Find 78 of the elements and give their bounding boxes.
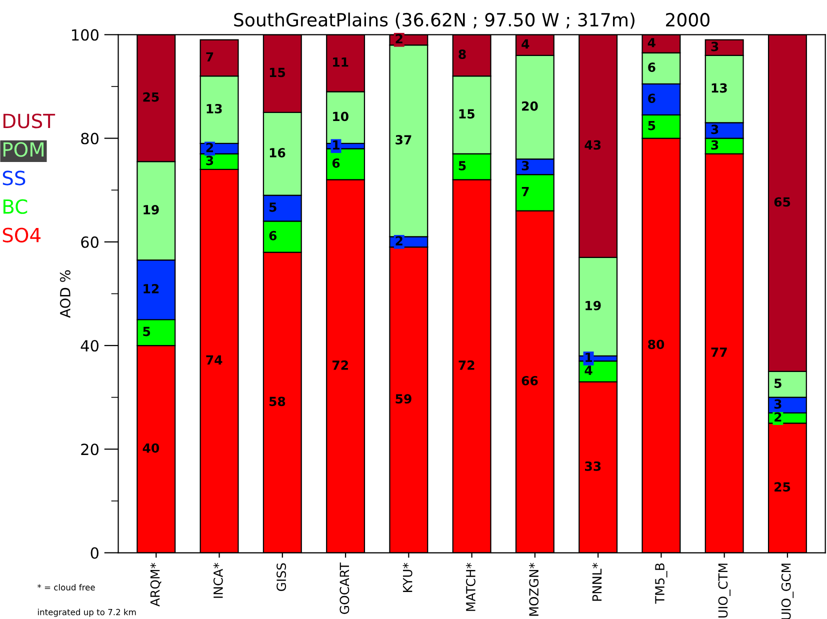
data-label: 13 bbox=[206, 104, 222, 114]
y-tick-label: 40 bbox=[80, 340, 98, 352]
data-label: 25 bbox=[143, 92, 159, 102]
data-label: 2 bbox=[774, 412, 782, 422]
data-label: 7 bbox=[522, 187, 529, 196]
data-label: 19 bbox=[586, 300, 601, 310]
x-tick-label: PNNL* bbox=[592, 562, 602, 601]
data-label: 33 bbox=[585, 461, 601, 471]
data-label: 2 bbox=[206, 142, 213, 152]
data-label: 5 bbox=[458, 161, 466, 170]
data-label: 15 bbox=[459, 109, 474, 119]
data-label: 80 bbox=[648, 340, 664, 350]
x-tick-label: ARQM* bbox=[150, 562, 162, 607]
data-label: 6 bbox=[648, 62, 656, 72]
x-tick-label: TM5_B bbox=[655, 563, 668, 604]
data-label: 77 bbox=[711, 348, 727, 357]
data-label: 1 bbox=[333, 140, 340, 150]
y-axis-title: AOD % bbox=[60, 270, 70, 318]
data-label: 2 bbox=[396, 236, 402, 246]
data-label: 15 bbox=[270, 68, 286, 78]
x-tick-label: UIO_CTM bbox=[718, 564, 730, 618]
data-label: 66 bbox=[522, 376, 538, 386]
data-label: 5 bbox=[143, 326, 150, 336]
x-tick-label: KYU* bbox=[402, 562, 412, 592]
data-label: 7 bbox=[206, 52, 214, 62]
data-label: 6 bbox=[648, 94, 656, 104]
text: BC bbox=[4, 199, 28, 214]
data-label: 4 bbox=[584, 366, 592, 375]
x-tick-label: INCA* bbox=[213, 562, 223, 598]
data-label: 6 bbox=[269, 230, 277, 240]
data-label: 10 bbox=[333, 112, 348, 122]
data-label: 40 bbox=[142, 443, 160, 453]
text: integrated up to 7.2 km bbox=[38, 608, 136, 617]
text: POM bbox=[4, 142, 44, 157]
data-label: 37 bbox=[396, 135, 412, 144]
y-tick-label: 0 bbox=[90, 547, 98, 559]
data-label: 25 bbox=[774, 482, 790, 492]
data-label: 8 bbox=[458, 50, 466, 60]
y-tick-label: 100 bbox=[72, 29, 98, 41]
data-label: 43 bbox=[584, 140, 601, 150]
x-tick-label: GOCART bbox=[340, 562, 350, 614]
y-tick-label: 80 bbox=[81, 132, 98, 144]
data-label: 5 bbox=[269, 202, 276, 212]
data-label: 4 bbox=[648, 38, 656, 48]
data-label: 72 bbox=[332, 360, 348, 370]
data-label: 4 bbox=[522, 39, 530, 48]
data-label: 65 bbox=[774, 197, 790, 207]
data-label: 11 bbox=[333, 57, 348, 67]
data-label: 1 bbox=[586, 352, 592, 362]
data-label: 58 bbox=[269, 396, 286, 406]
data-label: 3 bbox=[206, 156, 214, 166]
data-label: 2 bbox=[396, 34, 402, 44]
data-label: 16 bbox=[270, 148, 286, 158]
data-label: 13 bbox=[712, 83, 727, 93]
data-label: 3 bbox=[711, 140, 718, 150]
data-label: 5 bbox=[648, 120, 656, 130]
text: SO4 bbox=[2, 228, 41, 242]
y-tick-label: 20 bbox=[81, 444, 98, 456]
x-tick-label: GISS bbox=[276, 563, 286, 592]
x-tick-label: MOZGN* bbox=[529, 562, 539, 616]
y-tick-label: 60 bbox=[81, 236, 98, 248]
data-label: 12 bbox=[144, 284, 159, 294]
data-label: 3 bbox=[711, 42, 718, 52]
x-tick-label: MATCH* bbox=[466, 562, 476, 611]
data-label: 3 bbox=[522, 160, 529, 170]
chart-title: SouthGreatPlains (36.62N ; 97.50 W ; 317m) 2000 bbox=[234, 12, 710, 29]
text: * = cloud free bbox=[37, 584, 95, 590]
text: SS bbox=[2, 170, 26, 186]
data-label: 3 bbox=[774, 399, 782, 409]
data-label: 3 bbox=[711, 124, 718, 134]
data-label: 59 bbox=[396, 394, 412, 404]
text: DUST bbox=[4, 114, 56, 128]
data-label: 74 bbox=[206, 355, 222, 365]
data-label: 19 bbox=[144, 205, 159, 214]
data-label: 5 bbox=[774, 378, 782, 388]
data-label: 20 bbox=[522, 101, 538, 111]
data-label: 6 bbox=[332, 158, 340, 168]
data-label: 72 bbox=[458, 360, 474, 370]
